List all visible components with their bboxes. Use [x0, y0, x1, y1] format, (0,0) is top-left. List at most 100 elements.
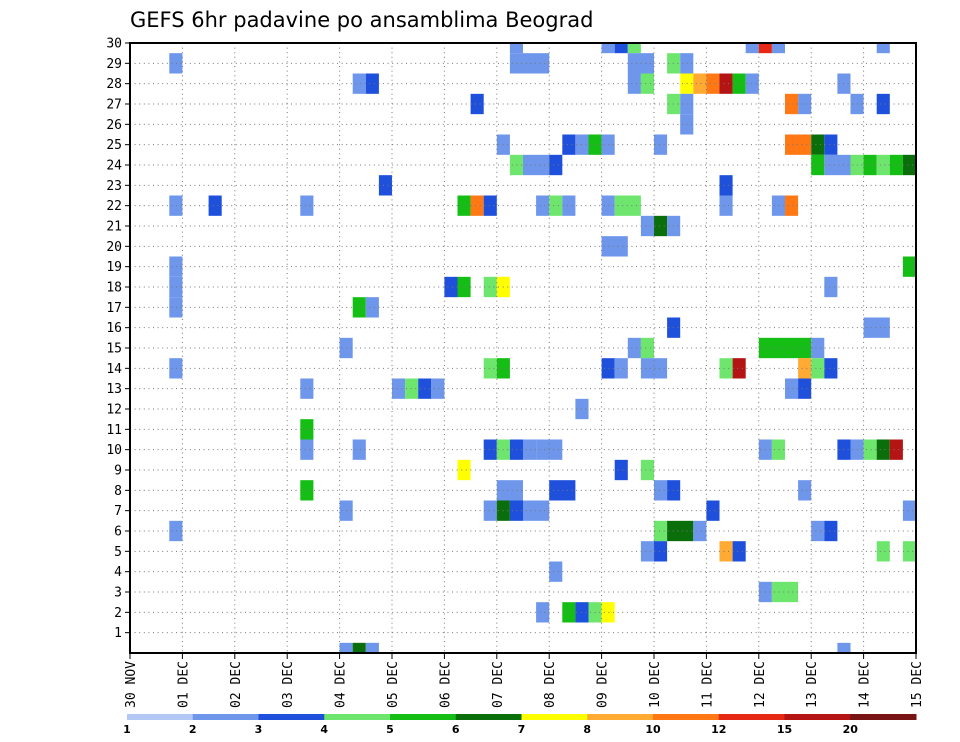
precip-cell: [745, 43, 759, 54]
y-axis: 1234567891011121314151617181920212223242…: [106, 37, 130, 641]
precip-cell: [811, 134, 825, 155]
precip-cell: [169, 297, 183, 318]
color-legend-label: 3: [255, 723, 263, 736]
precip-cell: [575, 134, 589, 155]
color-legend: 1 2 3 4 5 6 7 8 10 12 15 20: [123, 714, 917, 736]
x-tick-label: 05 DEC: [386, 661, 401, 708]
precip-cell: [392, 378, 406, 399]
x-tick-label: 06 DEC: [438, 661, 453, 708]
x-tick-label: 14 DEC: [858, 661, 873, 708]
y-tick-label: 4: [114, 565, 122, 580]
y-tick-label: 23: [106, 179, 122, 194]
precipitation-cells: [169, 43, 916, 653]
precip-cell: [601, 134, 615, 155]
color-legend-swatch: [718, 714, 785, 720]
color-legend-swatch: [258, 714, 325, 720]
precip-cell: [824, 358, 838, 379]
precip-cell: [902, 541, 916, 562]
precip-cell: [627, 337, 641, 359]
precip-cell: [549, 480, 576, 501]
precip-cell: [300, 378, 314, 399]
precip-cell: [339, 642, 353, 653]
precip-cell: [640, 541, 654, 562]
precip-cell: [549, 195, 563, 216]
precip-cell: [601, 602, 615, 623]
y-tick-label: 19: [106, 260, 122, 275]
precip-cell: [169, 195, 183, 216]
precip-cell: [536, 602, 550, 623]
precip-cell: [300, 195, 314, 216]
precip-cell: [614, 358, 628, 379]
precip-cell: [771, 581, 799, 603]
y-tick-label: 27: [106, 98, 122, 113]
precip-cell: [457, 459, 471, 481]
color-legend-label: 7: [518, 723, 526, 736]
precip-cell: [798, 480, 812, 501]
precip-cell: [640, 73, 654, 94]
color-legend-swatch: [587, 714, 654, 720]
precip-cell: [654, 541, 668, 562]
precip-cell: [798, 93, 812, 115]
y-tick-label: 10: [106, 443, 122, 458]
color-legend-label: 20: [843, 723, 859, 736]
precip-cell: [509, 53, 550, 74]
precip-cell: [444, 276, 458, 298]
x-tick-label: 04 DEC: [334, 661, 349, 708]
precip-cell: [627, 43, 641, 54]
y-tick-label: 6: [114, 525, 122, 540]
color-legend-swatch: [784, 714, 851, 720]
precip-cell: [719, 175, 733, 196]
precip-cell: [824, 134, 838, 155]
precip-cell: [693, 73, 707, 94]
color-legend-swatch: [653, 714, 720, 720]
precip-cell: [523, 500, 550, 521]
x-tick-label: 08 DEC: [543, 661, 558, 708]
precip-cell: [771, 43, 785, 54]
precip-cell: [523, 439, 537, 460]
precip-cell: [719, 73, 733, 94]
color-legend-swatch: [455, 714, 522, 720]
x-tick-label: 07 DEC: [491, 661, 506, 708]
precip-cell: [365, 297, 379, 318]
precip-cell: [536, 195, 550, 216]
precip-cell: [863, 439, 877, 460]
precip-cell: [654, 520, 668, 542]
x-tick-label: 13 DEC: [805, 661, 820, 708]
precip-cell: [470, 195, 484, 216]
precip-cell: [575, 398, 589, 420]
color-legend-swatch: [192, 714, 259, 720]
color-legend-label: 4: [320, 723, 328, 736]
precip-cell: [785, 195, 799, 216]
precip-cell: [732, 73, 746, 94]
precip-cell: [405, 378, 419, 399]
x-tick-label: 03 DEC: [281, 661, 296, 708]
precip-cell: [771, 195, 785, 216]
precip-cell: [169, 520, 183, 542]
y-tick-label: 8: [114, 484, 122, 499]
x-tick-label: 11 DEC: [700, 661, 715, 708]
color-legend-swatch: [127, 714, 194, 720]
precip-cell: [719, 195, 733, 216]
y-tick-label: 20: [106, 240, 122, 255]
precip-cell: [876, 154, 890, 176]
color-legend-swatch: [850, 714, 917, 720]
precip-cell: [824, 520, 838, 542]
precip-cell: [706, 73, 720, 94]
precip-cell: [457, 195, 471, 216]
precip-cell: [614, 459, 628, 481]
color-legend-swatch: [521, 714, 588, 720]
y-tick-label: 2: [114, 606, 122, 621]
y-tick-label: 12: [106, 403, 122, 418]
precip-cell: [169, 53, 183, 74]
y-tick-label: 9: [114, 464, 122, 479]
y-tick-label: 26: [106, 118, 122, 133]
precip-cell: [863, 154, 877, 176]
precip-cell: [352, 642, 366, 653]
precip-cell: [614, 195, 641, 216]
y-tick-label: 24: [106, 159, 122, 174]
precip-cell: [889, 439, 903, 460]
precip-cell: [549, 154, 563, 176]
precip-cell: [300, 439, 314, 460]
color-legend-label: 8: [583, 723, 591, 736]
precip-cell: [640, 215, 654, 237]
